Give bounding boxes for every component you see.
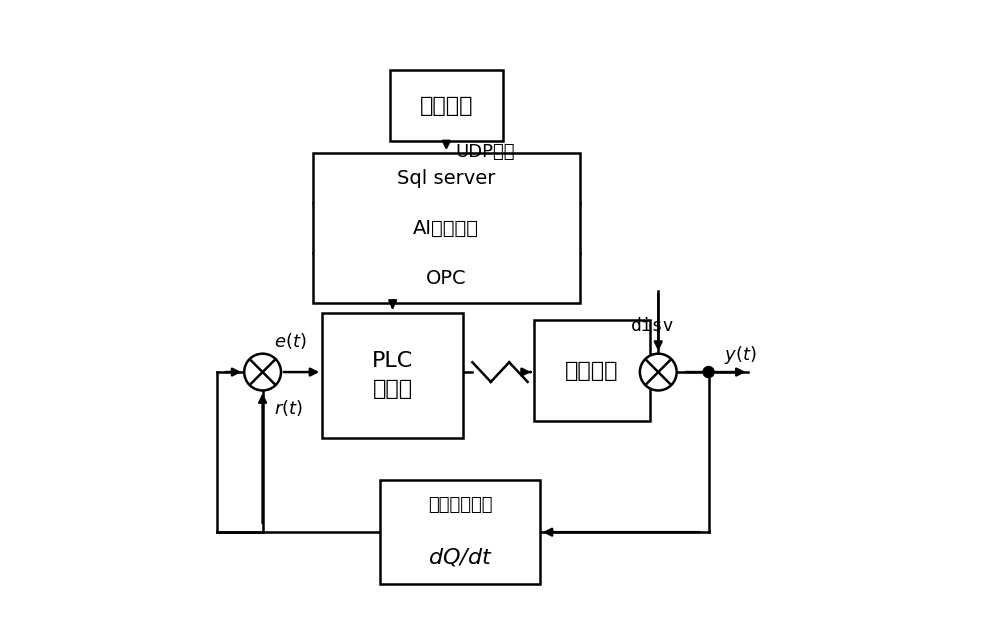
Text: OPC: OPC xyxy=(426,269,467,288)
Circle shape xyxy=(640,353,677,391)
Text: $r(t)$: $r(t)$ xyxy=(274,398,303,418)
Text: $y(t)$: $y(t)$ xyxy=(724,344,757,366)
FancyBboxPatch shape xyxy=(534,320,650,421)
Text: Sql server: Sql server xyxy=(397,168,496,188)
Text: 物料流量计算: 物料流量计算 xyxy=(428,496,492,514)
Text: disv: disv xyxy=(630,318,674,335)
Text: PLC
控制器: PLC 控制器 xyxy=(372,352,413,399)
Text: 多线雷达: 多线雷达 xyxy=(420,95,473,116)
Circle shape xyxy=(244,353,281,391)
Text: $e(t)$: $e(t)$ xyxy=(274,331,306,350)
FancyBboxPatch shape xyxy=(322,313,463,438)
Text: UDP通信: UDP通信 xyxy=(456,143,515,161)
Text: 闸门驱动: 闸门驱动 xyxy=(565,360,619,381)
Text: AI数据处理: AI数据处理 xyxy=(413,219,479,238)
Circle shape xyxy=(703,366,714,378)
Text: d$Q$/d$t$: d$Q$/d$t$ xyxy=(428,546,492,568)
FancyBboxPatch shape xyxy=(390,71,503,141)
FancyBboxPatch shape xyxy=(313,153,580,303)
FancyBboxPatch shape xyxy=(380,480,540,584)
